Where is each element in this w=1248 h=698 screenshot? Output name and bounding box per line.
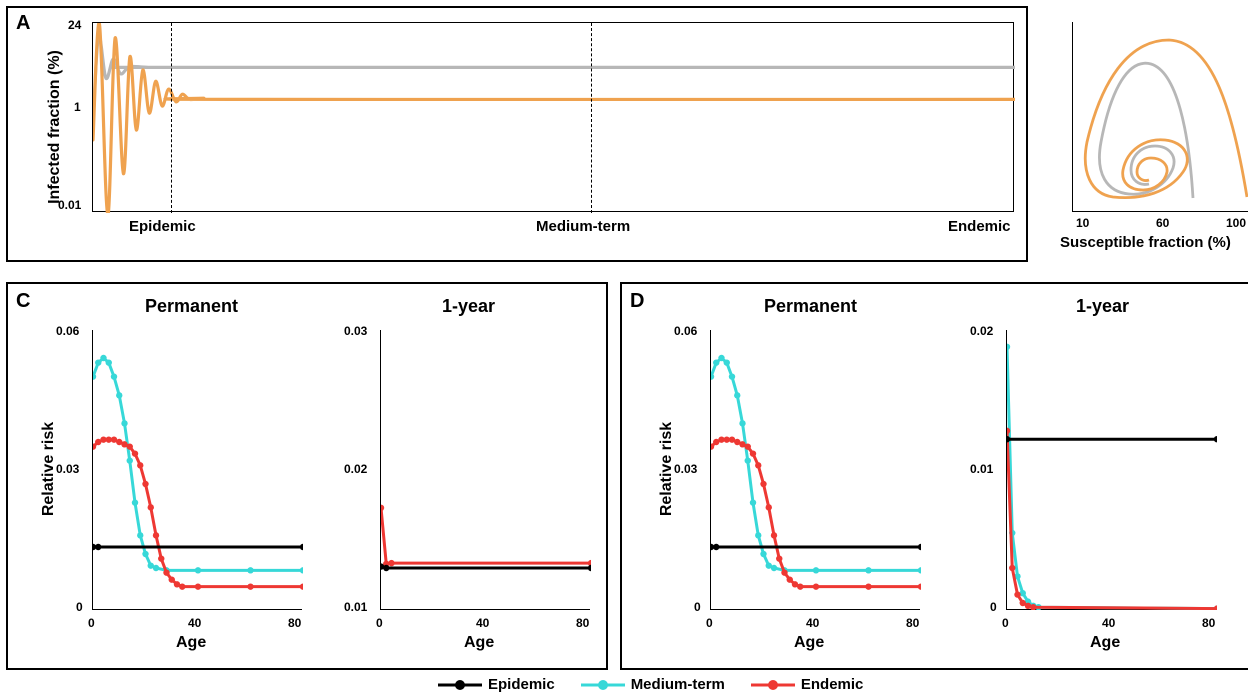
- legend: Epidemic Medium-term Endemic: [438, 676, 863, 693]
- panelC-right-plot: [380, 330, 590, 610]
- panelC-letter: C: [16, 290, 30, 313]
- panelC-left-xtick2: 80: [288, 616, 301, 630]
- panelC-right-xtick1: 40: [476, 616, 489, 630]
- panelC-right-xlabel: Age: [464, 634, 494, 652]
- legend-label-0: Epidemic: [488, 676, 555, 693]
- panelA-ytick-2: 24: [68, 18, 81, 32]
- panelD-right-xlabel: Age: [1090, 634, 1120, 652]
- legend-item-epidemic: Epidemic: [438, 676, 555, 693]
- panelD-left-xtick0: 0: [706, 616, 713, 630]
- legend-item-medium: Medium-term: [581, 676, 725, 693]
- panelD-right-svg: [1007, 330, 1217, 610]
- panelA-ytick-1: 1: [74, 100, 81, 114]
- panelA-plot: [92, 22, 1014, 212]
- panelD-right-ytick2: 0.02: [970, 324, 993, 338]
- panelC-right-xtick0: 0: [376, 616, 383, 630]
- panelC-left-plot: [92, 330, 302, 610]
- panelC-left-ytick0: 0: [76, 600, 83, 614]
- panelD-right-ytick0: 0: [990, 600, 997, 614]
- panelC-right-xtick2: 80: [576, 616, 589, 630]
- panelC-left-ytick1: 0.03: [56, 462, 79, 476]
- panelD-right-plot: [1006, 330, 1216, 610]
- panelA-xtick-2: Endemic: [948, 218, 1011, 235]
- panelC-right-ytick0: 0.01: [344, 600, 367, 614]
- panelD-left-ytick0: 0: [694, 600, 701, 614]
- legend-item-endemic: Endemic: [751, 676, 864, 693]
- panelB-svg: [1073, 22, 1248, 212]
- panelC-right-ytick2: 0.03: [344, 324, 367, 338]
- panelB-xtick-2: 100: [1226, 216, 1246, 230]
- panelD-letter: D: [630, 290, 644, 313]
- panelD-right-ytick1: 0.01: [970, 462, 993, 476]
- panelB-xtick-1: 60: [1156, 216, 1169, 230]
- panelA-svg: [93, 23, 1015, 213]
- panelD-sub-left: Permanent: [764, 296, 857, 317]
- panelD-sub-right: 1-year: [1076, 296, 1129, 317]
- panelA-ylabel: Infected fraction (%): [46, 27, 64, 227]
- panelA-ytick-0: 0.01: [58, 198, 81, 212]
- panelC-left-xlabel: Age: [176, 634, 206, 652]
- panelC-left-svg: [93, 330, 303, 610]
- panelC-right-svg: [381, 330, 591, 610]
- panelC-left-ytick2: 0.06: [56, 324, 79, 338]
- panelD-left-xlabel: Age: [794, 634, 824, 652]
- panelD-left-xtick1: 40: [806, 616, 819, 630]
- panelB-xlabel: Susceptible fraction (%): [1060, 234, 1231, 251]
- panelD-right-xtick1: 40: [1102, 616, 1115, 630]
- panelB-xtick-0: 10: [1076, 216, 1089, 230]
- panelC-left-xtick1: 40: [188, 616, 201, 630]
- panelD-left-ytick2: 0.06: [674, 324, 697, 338]
- panelD-left-xtick2: 80: [906, 616, 919, 630]
- figure: A Infected fraction (%) 0.01 1 24 Epidem…: [0, 0, 1248, 698]
- legend-label-1: Medium-term: [631, 676, 725, 693]
- panelA-xtick-0: Epidemic: [129, 218, 196, 235]
- panelA-vline-1: [171, 23, 172, 213]
- panelC-right-ytick1: 0.02: [344, 462, 367, 476]
- panelA-vline-2: [591, 23, 592, 213]
- panelC-sub-left: Permanent: [145, 296, 238, 317]
- panelD-left-svg: [711, 330, 921, 610]
- panelD-left-ytick1: 0.03: [674, 462, 697, 476]
- panelB-plot: [1072, 22, 1248, 212]
- panelA-xtick-1: Medium-term: [536, 218, 630, 235]
- panelD-right-xtick2: 80: [1202, 616, 1215, 630]
- panelD-left-plot: [710, 330, 920, 610]
- panelD-right-xtick0: 0: [1002, 616, 1009, 630]
- panelA-letter: A: [16, 12, 30, 35]
- panelC-left-xtick0: 0: [88, 616, 95, 630]
- legend-label-2: Endemic: [801, 676, 864, 693]
- panelC-sub-right: 1-year: [442, 296, 495, 317]
